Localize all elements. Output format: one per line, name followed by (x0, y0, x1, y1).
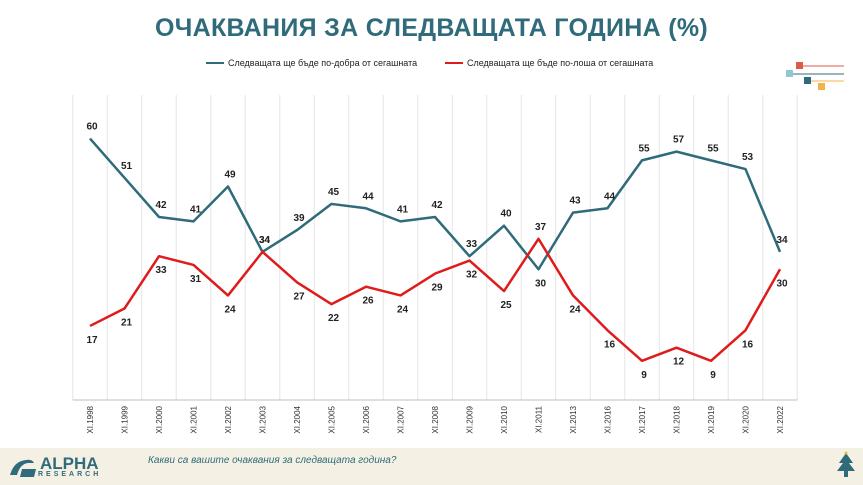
x-tick-label: XI.2018 (673, 405, 682, 433)
data-label-better: 44 (362, 191, 374, 202)
data-label-worse: 24 (224, 304, 236, 315)
data-label-better: 30 (535, 278, 547, 289)
data-label-better: 49 (224, 170, 236, 181)
data-label-worse: 22 (328, 313, 340, 324)
data-label-better: 41 (190, 204, 202, 215)
x-tick-label: XI.1998 (86, 405, 95, 433)
series-line-worse (89, 237, 782, 363)
data-label-better: 34 (259, 235, 271, 246)
data-label-worse: 31 (190, 274, 202, 285)
series-line-better (89, 137, 782, 271)
legend: Следващата ще бъде по-добра от сегашната… (0, 58, 863, 74)
data-label-worse: 37 (535, 222, 547, 233)
x-tick-label: XI.2002 (224, 405, 233, 433)
x-tick-label: XI.2001 (190, 405, 199, 433)
data-label-better: 33 (466, 239, 478, 250)
data-label-worse: 12 (673, 357, 685, 368)
legend-item-better: Следващата ще бъде по-добра от сегашната (206, 58, 417, 68)
x-tick-label: XI.2000 (155, 405, 164, 433)
data-label-worse: 9 (710, 370, 716, 381)
data-label-better: 55 (638, 143, 650, 154)
data-label-better: 44 (604, 191, 616, 202)
data-label-better: 39 (293, 213, 305, 224)
data-label-worse: 29 (431, 283, 443, 294)
x-tick-label: XI.2016 (604, 405, 613, 433)
data-label-better: 55 (707, 143, 719, 154)
x-tick-label: XI.2013 (569, 405, 578, 433)
data-label-better: 34 (776, 235, 788, 246)
x-tick-label: XI.2022 (776, 405, 785, 433)
x-tick-label: XI.2008 (431, 405, 440, 433)
x-tick-label: XI.2005 (328, 405, 337, 433)
data-label-worse: 16 (742, 339, 754, 350)
data-label-worse: 17 (86, 335, 98, 346)
data-label-better: 42 (431, 200, 443, 211)
data-label-better: 43 (569, 196, 581, 207)
alpha-research-logo: ALPHA RESEARCH (8, 455, 101, 479)
tree-icon (837, 451, 855, 477)
data-label-better: 45 (328, 187, 340, 198)
data-label-better: 51 (121, 161, 133, 172)
x-tick-label: XI.2007 (397, 405, 406, 433)
data-label-worse: 25 (500, 300, 512, 311)
data-label-better: 60 (86, 122, 98, 133)
x-tick-label: XI.2017 (638, 405, 647, 433)
x-tick-label: XI.2011 (535, 405, 544, 433)
x-tick-label: XI.2003 (259, 405, 268, 433)
logo-sub: RESEARCH (38, 471, 102, 478)
data-label-worse: 34 (259, 235, 271, 246)
x-tick-label: XI.1999 (121, 405, 130, 433)
legend-label-worse: Следващата ще бъде по-лоша от сегашната (467, 58, 654, 68)
data-label-worse: 33 (155, 265, 167, 276)
data-label-worse: 21 (121, 318, 133, 329)
x-tick-label: XI.2019 (707, 405, 716, 433)
data-label-worse: 9 (641, 370, 647, 381)
x-tick-label: XI.2006 (362, 405, 371, 433)
data-label-worse: 16 (604, 339, 616, 350)
legend-item-worse: Следващата ще бъде по-лоша от сегашната (445, 58, 653, 68)
x-tick-label: XI.2020 (742, 405, 751, 433)
grid-lines (72, 95, 798, 401)
data-label-worse: 24 (397, 304, 409, 315)
legend-swatch-worse (445, 62, 463, 64)
decor-lines-graphic (786, 62, 844, 90)
data-label-better: 41 (397, 204, 409, 215)
footer-bar (0, 448, 863, 485)
data-label-worse: 26 (362, 296, 374, 307)
data-label-worse: 30 (776, 278, 788, 289)
data-label-worse: 32 (466, 270, 478, 281)
x-tick-label: XI.2009 (466, 405, 475, 433)
survey-question: Какви са вашите очаквания за следващата … (148, 455, 397, 466)
chart-title: ОЧАКВАНИЯ ЗА СЛЕДВАЩАТА ГОДИНА (%) (155, 14, 708, 42)
legend-swatch-better (206, 62, 224, 64)
line-chart: 60 51 42 41 49 34 39 45 44 41 42 33 40 30 43 44 55 57 55 53… (72, 95, 798, 434)
legend-label-better: Следващата ще бъде по-добра от сегашната (228, 58, 418, 68)
data-label-better: 42 (155, 200, 167, 211)
alpha-logo-icon (10, 459, 36, 477)
data-label-better: 53 (742, 152, 754, 163)
series-lines (89, 137, 782, 363)
x-tick-label: XI.2010 (500, 405, 509, 433)
data-label-worse: 27 (293, 291, 305, 302)
logo-name: ALPHA (40, 454, 99, 473)
data-label-better: 40 (500, 209, 512, 220)
data-labels: 60 51 42 41 49 34 39 45 44 41 42 33 40 30 43 44 55 57 55 53… (86, 122, 788, 381)
data-label-worse: 24 (569, 304, 581, 315)
x-tick-labels: XI.1998 XI.1999 XI.2000 XI.2001 XI.2002 XI.20… (86, 405, 785, 433)
data-label-better: 57 (673, 135, 685, 146)
x-tick-label: XI.2004 (293, 405, 302, 433)
